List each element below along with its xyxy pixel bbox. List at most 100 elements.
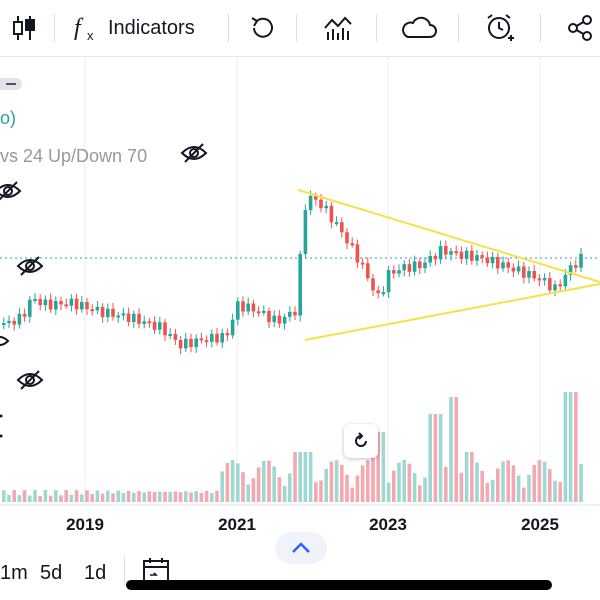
candle <box>397 270 401 274</box>
candle <box>251 303 256 312</box>
candle <box>246 303 250 312</box>
volume-bar <box>345 474 349 502</box>
candle <box>329 205 334 223</box>
cloud-icon <box>402 16 437 38</box>
candle <box>2 323 6 326</box>
volume-bar <box>366 460 370 502</box>
expand-panel-handle[interactable] <box>275 532 327 564</box>
price-chart[interactable]: 2019 2021 2023 2025 <box>0 56 600 540</box>
candle <box>126 313 131 323</box>
volume-bar <box>282 485 287 502</box>
chart-area[interactable]: 2019 2021 2023 2025 o) vs 24 Up/Down 70 <box>0 56 600 540</box>
volume-bar <box>189 492 193 502</box>
volume-bar <box>324 468 328 502</box>
volume-bar <box>490 479 495 502</box>
compare-button[interactable] <box>318 8 358 48</box>
candle <box>142 321 146 324</box>
candle <box>423 262 427 269</box>
volume-bar <box>246 484 250 502</box>
volume-bar <box>314 482 318 502</box>
volume-bar <box>210 493 214 502</box>
toolbar-separator <box>228 14 229 42</box>
compare-icon <box>324 16 352 40</box>
eye-off-icon[interactable] <box>180 142 208 164</box>
legend-collapse-handle[interactable] <box>0 78 22 90</box>
candle <box>558 284 562 287</box>
eye-off-icon[interactable] <box>0 180 22 202</box>
volume-bar <box>574 392 578 502</box>
candle <box>553 284 557 291</box>
candle <box>48 299 53 310</box>
volume-bar <box>579 464 583 502</box>
volume-bar <box>251 478 256 502</box>
candle <box>324 205 328 209</box>
eye-off-icon[interactable] <box>16 369 44 391</box>
candle <box>22 313 27 317</box>
candle <box>158 322 162 330</box>
candle <box>381 292 386 295</box>
candle <box>116 315 120 318</box>
bottom-separator <box>124 556 125 586</box>
candle <box>173 334 178 340</box>
share-button[interactable] <box>560 8 600 48</box>
volume-bar <box>2 490 6 502</box>
reset-chart-button[interactable] <box>344 424 378 458</box>
volume-bar <box>376 432 380 502</box>
candle <box>204 340 209 343</box>
candle <box>277 315 282 324</box>
candle <box>527 271 531 278</box>
candle <box>121 313 126 316</box>
top-toolbar: f x Indicators <box>0 0 600 57</box>
candle <box>152 321 157 330</box>
volume-bar <box>173 491 178 502</box>
timeframe-5d[interactable]: 5d <box>40 562 63 584</box>
volume-bar <box>106 490 110 502</box>
volume-bar <box>43 490 48 502</box>
candle <box>106 308 110 318</box>
candle <box>54 301 58 310</box>
candle <box>470 250 474 261</box>
candle <box>563 274 568 287</box>
timeframe-1d[interactable]: 1d <box>84 562 107 584</box>
candle <box>496 256 500 269</box>
eye-off-icon[interactable] <box>16 255 44 277</box>
indicators-button[interactable]: f x Indicators <box>72 8 222 48</box>
candle <box>262 310 266 313</box>
volume-bar <box>69 494 74 502</box>
volume-bar <box>470 452 474 502</box>
volume-bar <box>126 490 131 502</box>
volume-bar <box>485 482 490 502</box>
volume-bar <box>64 490 68 502</box>
candle <box>241 301 245 312</box>
x-axis-label: 2023 <box>369 515 407 534</box>
left-edge-ticks <box>0 414 3 438</box>
volume-bar <box>464 452 469 502</box>
timeframe-1m[interactable]: 1m <box>0 562 28 584</box>
volume-bar <box>168 491 172 502</box>
x-axis: 2019 2021 2023 2025 <box>66 515 559 534</box>
lower-trendline[interactable] <box>304 283 600 341</box>
candle <box>522 266 526 278</box>
alarm-button[interactable] <box>480 8 520 48</box>
volume-bar <box>449 397 453 502</box>
candle <box>355 244 360 263</box>
volume-bar <box>319 480 323 502</box>
home-indicator <box>126 580 552 590</box>
partial-icon <box>0 336 10 346</box>
candle <box>74 298 79 310</box>
upper-trendline[interactable] <box>297 189 600 283</box>
chevron-up-icon <box>292 542 310 553</box>
candles-button[interactable] <box>4 8 44 48</box>
candle <box>579 253 583 268</box>
volume-bar <box>438 414 443 502</box>
undo-button[interactable] <box>242 8 282 48</box>
candle <box>449 251 453 255</box>
candle <box>475 255 479 261</box>
volume-bar <box>241 472 245 502</box>
candle <box>64 304 68 307</box>
cloud-button[interactable] <box>396 8 442 48</box>
candle <box>293 311 297 316</box>
x-axis-label: 2021 <box>218 515 256 534</box>
volume-bar <box>272 466 276 502</box>
volume-bar <box>74 490 79 502</box>
